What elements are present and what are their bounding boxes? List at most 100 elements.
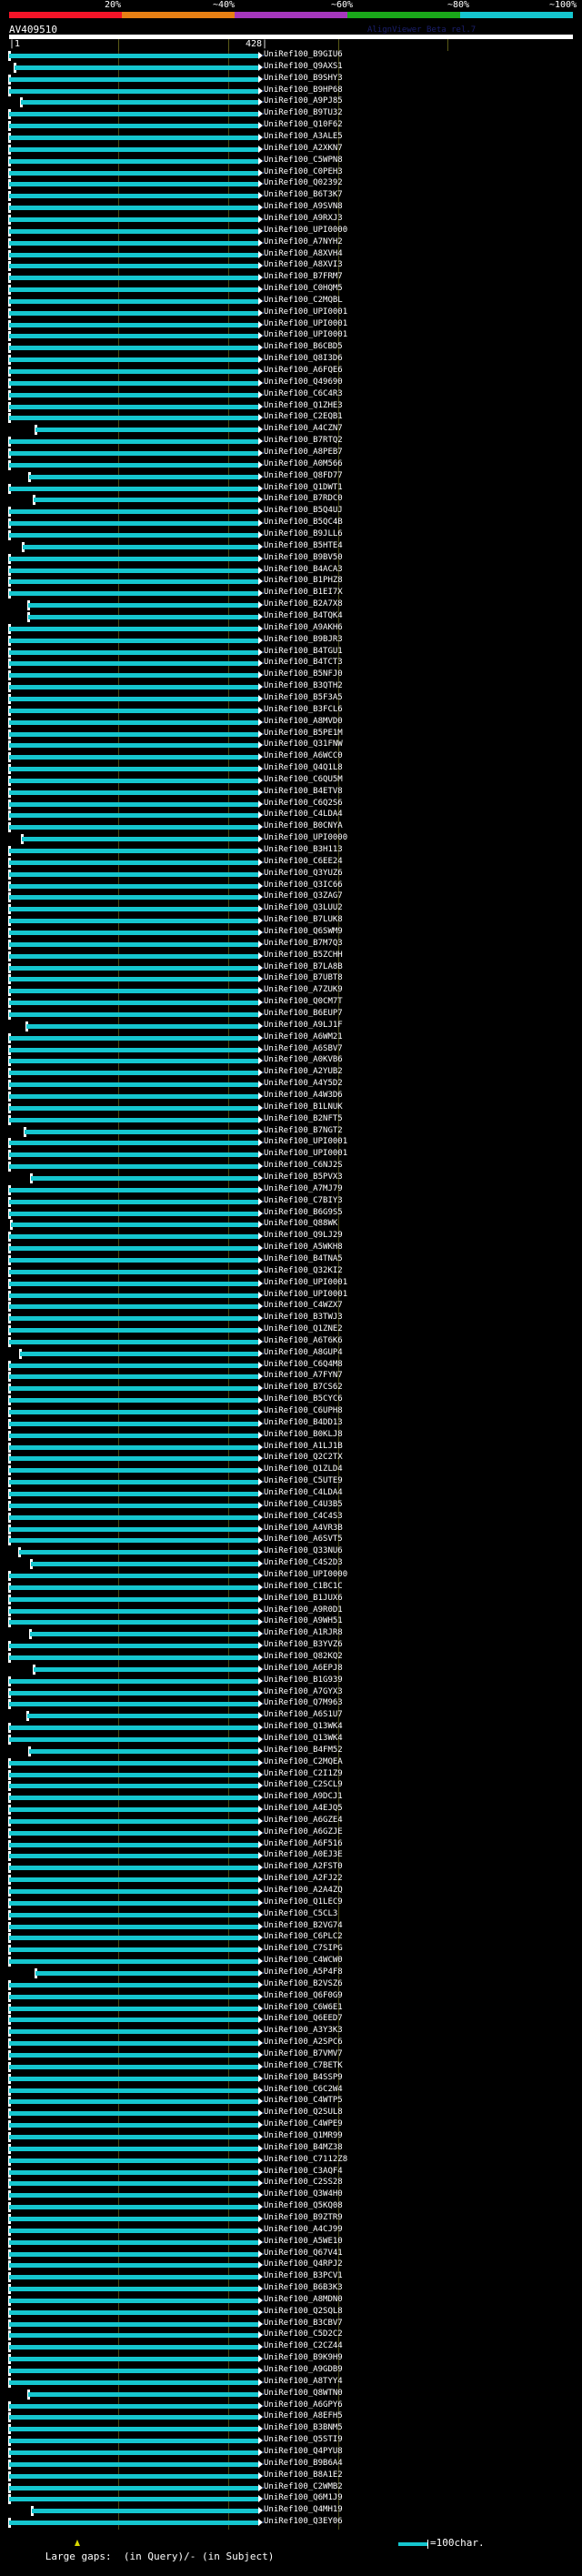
alignment-hit-row[interactable]: UniRef100_UPI0001 [0, 330, 582, 342]
hit-subject-label[interactable]: UniRef100_B5QC4B [264, 518, 343, 528]
alignment-hit-row[interactable]: UniRef100_B6EUP7 [0, 1009, 582, 1020]
hit-alignment-bar[interactable] [9, 953, 258, 959]
alignment-hit-row[interactable]: UniRef100_A4Y5D2 [0, 1079, 582, 1091]
alignment-hit-row[interactable]: UniRef100_B1LNUK [0, 1102, 582, 1113]
hit-subject-label[interactable]: UniRef100_A8TYY4 [264, 2376, 343, 2386]
alignment-hit-row[interactable]: UniRef100_B1G939 [0, 1675, 582, 1686]
hit-alignment-bar[interactable] [9, 451, 258, 457]
hit-subject-label[interactable]: UniRef100_B5HTE4 [264, 540, 343, 550]
alignment-hit-row[interactable]: UniRef100_A2YUB2 [0, 1067, 582, 1079]
alignment-hit-row[interactable]: UniRef100_C7BIY3 [0, 1196, 582, 1207]
hit-subject-label[interactable]: UniRef100_B5Q4UJ [264, 506, 343, 516]
hit-subject-label[interactable]: UniRef100_C7SIPG [264, 1944, 343, 1954]
hit-alignment-bar[interactable] [9, 216, 258, 222]
alignment-hit-row[interactable]: UniRef100_A6WM21 [0, 1032, 582, 1043]
hit-alignment-bar[interactable] [9, 860, 258, 865]
hit-subject-label[interactable]: UniRef100_C0PEH3 [264, 166, 343, 176]
hit-alignment-bar[interactable] [9, 591, 258, 597]
hit-subject-label[interactable]: UniRef100_A6WCC0 [264, 751, 343, 761]
hit-alignment-bar[interactable] [28, 614, 258, 619]
alignment-hit-row[interactable]: UniRef100_B0KLJ8 [0, 1430, 582, 1441]
alignment-hit-row[interactable]: UniRef100_B9BJR3 [0, 635, 582, 646]
hit-alignment-bar[interactable] [9, 2251, 258, 2257]
hit-subject-label[interactable]: UniRef100_B5F3A5 [264, 692, 343, 702]
alignment-hit-row[interactable]: UniRef100_A9DCJ1 [0, 1792, 582, 1804]
hit-subject-label[interactable]: UniRef100_C6Q2S6 [264, 798, 343, 808]
hit-subject-label[interactable]: UniRef100_A1LJ1B [264, 1441, 343, 1451]
alignment-hit-row[interactable]: UniRef100_B8A1E2 [0, 2470, 582, 2481]
hit-alignment-bar[interactable] [9, 1339, 258, 1344]
hit-alignment-bar[interactable] [9, 439, 258, 445]
hit-alignment-bar[interactable] [9, 2485, 258, 2490]
hit-subject-label[interactable]: UniRef100_A2A4ZQ [264, 1886, 343, 1896]
alignment-hit-row[interactable]: UniRef100_UPI0001 [0, 319, 582, 330]
hit-alignment-bar[interactable] [9, 1234, 258, 1240]
alignment-hit-row[interactable]: UniRef100_B9SHY3 [0, 74, 582, 85]
alignment-hit-row[interactable]: UniRef100_B0CNYA [0, 821, 582, 833]
hit-alignment-bar[interactable] [9, 276, 258, 281]
hit-alignment-bar[interactable] [9, 2029, 258, 2035]
alignment-hit-row[interactable]: UniRef100_Q3W4H0 [0, 2189, 582, 2201]
alignment-hit-row[interactable]: UniRef100_B4TNA5 [0, 1254, 582, 1265]
hit-alignment-bar[interactable] [9, 790, 258, 795]
alignment-hit-row[interactable]: UniRef100_A6T6K6 [0, 1336, 582, 1347]
hit-subject-label[interactable]: UniRef100_B7CS62 [264, 1383, 343, 1393]
hit-subject-label[interactable]: UniRef100_C1BC1C [264, 1581, 343, 1591]
hit-alignment-bar[interactable] [9, 1012, 258, 1017]
hit-subject-label[interactable]: UniRef100_B4SSP9 [264, 2072, 343, 2082]
hit-alignment-bar[interactable] [9, 2450, 258, 2456]
alignment-hit-row[interactable]: UniRef100_B2NFT5 [0, 1114, 582, 1125]
alignment-hit-row[interactable]: UniRef100_A9RXJ3 [0, 214, 582, 225]
alignment-hit-row[interactable]: UniRef100_B7VMV7 [0, 2049, 582, 2060]
hit-subject-label[interactable]: UniRef100_Q1MR99 [264, 2130, 343, 2140]
hit-alignment-bar[interactable] [9, 2333, 258, 2339]
hit-alignment-bar[interactable] [9, 849, 258, 854]
alignment-hit-row[interactable]: UniRef100_Q13WK4 [0, 1722, 582, 1734]
hit-subject-label[interactable]: UniRef100_Q6F0G9 [264, 1990, 343, 2000]
alignment-hit-row[interactable]: UniRef100_B5NFJ0 [0, 669, 582, 681]
alignment-hit-row[interactable]: UniRef100_B3FCL6 [0, 705, 582, 716]
hit-subject-label[interactable]: UniRef100_Q2SUL8 [264, 2108, 343, 2118]
alignment-hit-row[interactable]: UniRef100_Q0CM7T [0, 997, 582, 1009]
alignment-hit-row[interactable]: UniRef100_Q82KQ2 [0, 1652, 582, 1663]
hit-alignment-bar[interactable] [9, 1526, 258, 1532]
alignment-hit-row[interactable]: UniRef100_A6GPY6 [0, 2400, 582, 2411]
hit-subject-label[interactable]: UniRef100_Q13WK4 [264, 1733, 343, 1743]
alignment-hit-row[interactable]: UniRef100_Q4MH19 [0, 2505, 582, 2517]
alignment-hit-row[interactable]: UniRef100_Q2C2TX [0, 1453, 582, 1464]
hit-subject-label[interactable]: UniRef100_A5WE10 [264, 2236, 343, 2246]
alignment-hit-row[interactable]: UniRef100_Q8I3D6 [0, 354, 582, 366]
hit-subject-label[interactable]: UniRef100_Q33NU6 [264, 1546, 343, 1556]
hit-alignment-bar[interactable] [9, 1187, 258, 1192]
hit-alignment-bar[interactable] [34, 1666, 258, 1672]
hit-alignment-bar[interactable] [26, 1023, 258, 1029]
hit-subject-label[interactable]: UniRef100_C6UPH8 [264, 1406, 343, 1416]
alignment-hit-row[interactable]: UniRef100_C5CL3 [0, 1909, 582, 1920]
alignment-hit-row[interactable]: UniRef100_C4LDA4 [0, 810, 582, 821]
hit-alignment-bar[interactable] [9, 1480, 258, 1485]
hit-subject-label[interactable]: UniRef100_Q31FNW [264, 740, 343, 750]
alignment-hit-row[interactable]: UniRef100_UPI0000 [0, 833, 582, 845]
hit-subject-label[interactable]: UniRef100_B3PCV1 [264, 2271, 343, 2281]
hit-alignment-bar[interactable] [9, 124, 258, 129]
alignment-hit-row[interactable]: UniRef100_C4LDA4 [0, 1488, 582, 1499]
hit-subject-label[interactable]: UniRef100_UPI0001 [264, 1277, 348, 1287]
hit-subject-label[interactable]: UniRef100_C6Q4M8 [264, 1359, 343, 1369]
hit-subject-label[interactable]: UniRef100_A3Y3K3 [264, 2026, 343, 2036]
hit-subject-label[interactable]: UniRef100_B0CNYA [264, 821, 343, 831]
alignment-hit-row[interactable]: UniRef100_C6W6E1 [0, 2003, 582, 2014]
alignment-hit-row[interactable]: UniRef100_A6EPJ8 [0, 1663, 582, 1675]
alignment-hit-row[interactable]: UniRef100_B4MZ38 [0, 2143, 582, 2154]
hit-alignment-bar[interactable] [9, 1900, 258, 1906]
alignment-hit-row[interactable]: UniRef100_B9BV50 [0, 553, 582, 564]
alignment-hit-row[interactable]: UniRef100_A2A4ZQ [0, 1886, 582, 1897]
alignment-hit-row[interactable]: UniRef100_A4CZN7 [0, 424, 582, 436]
hit-subject-label[interactable]: UniRef100_Q67V41 [264, 2248, 343, 2258]
hit-alignment-bar[interactable] [19, 1550, 258, 1555]
hit-subject-label[interactable]: UniRef100_A8EFH5 [264, 2411, 343, 2421]
hit-subject-label[interactable]: UniRef100_C6C2W4 [264, 2084, 343, 2094]
hit-subject-label[interactable]: UniRef100_A6EPJ8 [264, 1663, 343, 1673]
hit-alignment-bar[interactable] [9, 2321, 258, 2327]
hit-alignment-bar[interactable] [9, 2064, 258, 2069]
alignment-hit-row[interactable]: UniRef100_Q88WK [0, 1219, 582, 1231]
